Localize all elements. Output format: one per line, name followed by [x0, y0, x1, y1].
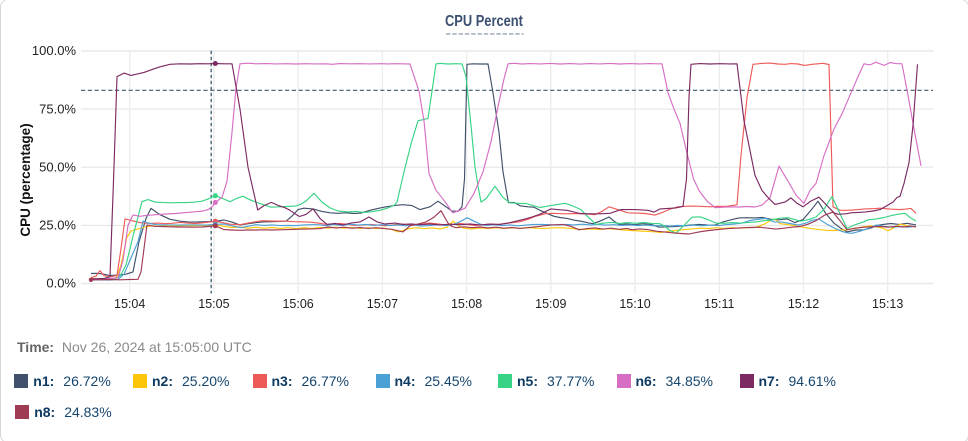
svg-text:100.0%: 100.0%	[32, 43, 77, 58]
svg-text:25.0%: 25.0%	[39, 218, 76, 233]
svg-text:CPU (percentage): CPU (percentage)	[18, 123, 33, 236]
svg-text:15:11: 15:11	[704, 297, 734, 311]
svg-text:50.0%: 50.0%	[39, 159, 76, 174]
svg-text:75.0%: 75.0%	[39, 101, 76, 116]
svg-text:15:06: 15:06	[282, 297, 313, 311]
svg-text:0.0%: 0.0%	[46, 276, 76, 291]
svg-text:15:13: 15:13	[872, 297, 903, 311]
svg-text:15:07: 15:07	[367, 297, 398, 311]
svg-text:15:10: 15:10	[619, 297, 650, 311]
svg-text:15:12: 15:12	[788, 297, 819, 311]
svg-text:15:05: 15:05	[198, 297, 229, 311]
svg-text:15:09: 15:09	[535, 297, 566, 311]
svg-text:15:08: 15:08	[451, 297, 482, 311]
svg-text:15:04: 15:04	[114, 297, 145, 311]
